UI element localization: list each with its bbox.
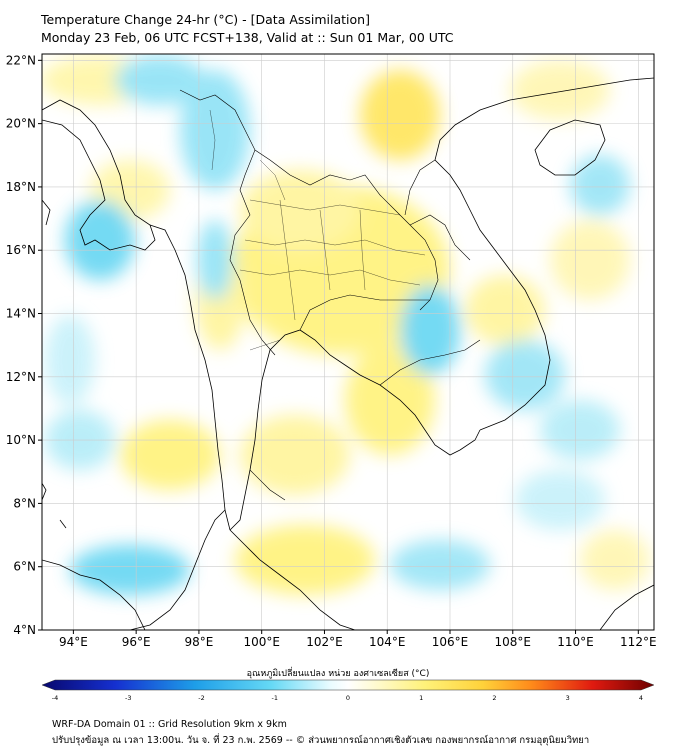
colorbar: -4 -3 -2 -1 0 1 2 3 4 [41, 679, 655, 702]
map-frame [41, 53, 655, 631]
lat-tick-label: 6°N [13, 560, 36, 574]
colorbar-tick-label: -1 [272, 694, 278, 702]
lat-tick-label: 18°N [6, 180, 36, 194]
lat-tick-label: 8°N [13, 496, 36, 510]
province-borders [209, 109, 426, 351]
colorbar-tick-label: -4 [52, 694, 58, 702]
lon-tick-label: 98°E [184, 635, 213, 649]
lat-tick-label: 4°N [13, 623, 36, 637]
longitude-ticks: 94°E 96°E 98°E 100°E 102°E 104°E 106°E 108°E 110… [59, 630, 657, 649]
colorbar-tick-label: 4 [639, 694, 643, 702]
lon-tick-label: 96°E [122, 635, 151, 649]
colorbar-tick-label: 1 [419, 694, 423, 702]
lat-tick-label: 12°N [6, 370, 36, 384]
lat-tick-label: 20°N [6, 117, 36, 131]
footer-credits: ปรับปรุงข้อมูล ณ เวลา 13:00น. วัน จ. ที่… [52, 735, 590, 746]
lon-tick-label: 94°E [59, 635, 88, 649]
lon-tick-label: 112°E [620, 635, 657, 649]
lon-tick-label: 102°E [306, 635, 343, 649]
map-title: Temperature Change 24-hr (°C) - [Data As… [41, 12, 370, 27]
map-subtitle: Monday 23 Feb, 06 UTC FCST+138, Valid at… [41, 30, 454, 45]
footer-model-info: WRF-DA Domain 01 :: Grid Resolution 9km … [52, 719, 287, 730]
lat-tick-label: 10°N [6, 433, 36, 447]
colorbar-tick-label: -3 [125, 694, 131, 702]
country-borders [179, 89, 481, 501]
colorbar-tick-label: -2 [198, 694, 204, 702]
graticule [42, 54, 654, 630]
colorbar-tick-label: 2 [492, 694, 496, 702]
lon-tick-label: 110°E [557, 635, 594, 649]
colorbar-scale [41, 679, 655, 691]
lon-tick-label: 106°E [432, 635, 469, 649]
colorbar-tick-label: 0 [346, 694, 350, 702]
lat-tick-label: 14°N [6, 307, 36, 321]
colorbar-tick-label: 3 [566, 694, 570, 702]
coastlines [42, 77, 654, 630]
temperature-field [42, 54, 654, 630]
latitude-ticks: 22°N 20°N 18°N 16°N 14°N 12°N 10°N 8°N 6°N 4°N [6, 53, 42, 637]
lon-tick-label: 108°E [495, 635, 532, 649]
lat-tick-label: 22°N [6, 53, 36, 67]
lat-tick-label: 16°N [6, 243, 36, 257]
colorbar-ticks: -4 -3 -2 -1 0 1 2 3 4 [52, 694, 643, 702]
colorbar-label: อุณหภูมิเปลี่ยนแปลง หน่วย องศาเซลเซียส (… [246, 669, 430, 679]
lon-tick-label: 100°E [243, 635, 280, 649]
lon-tick-label: 104°E [369, 635, 406, 649]
